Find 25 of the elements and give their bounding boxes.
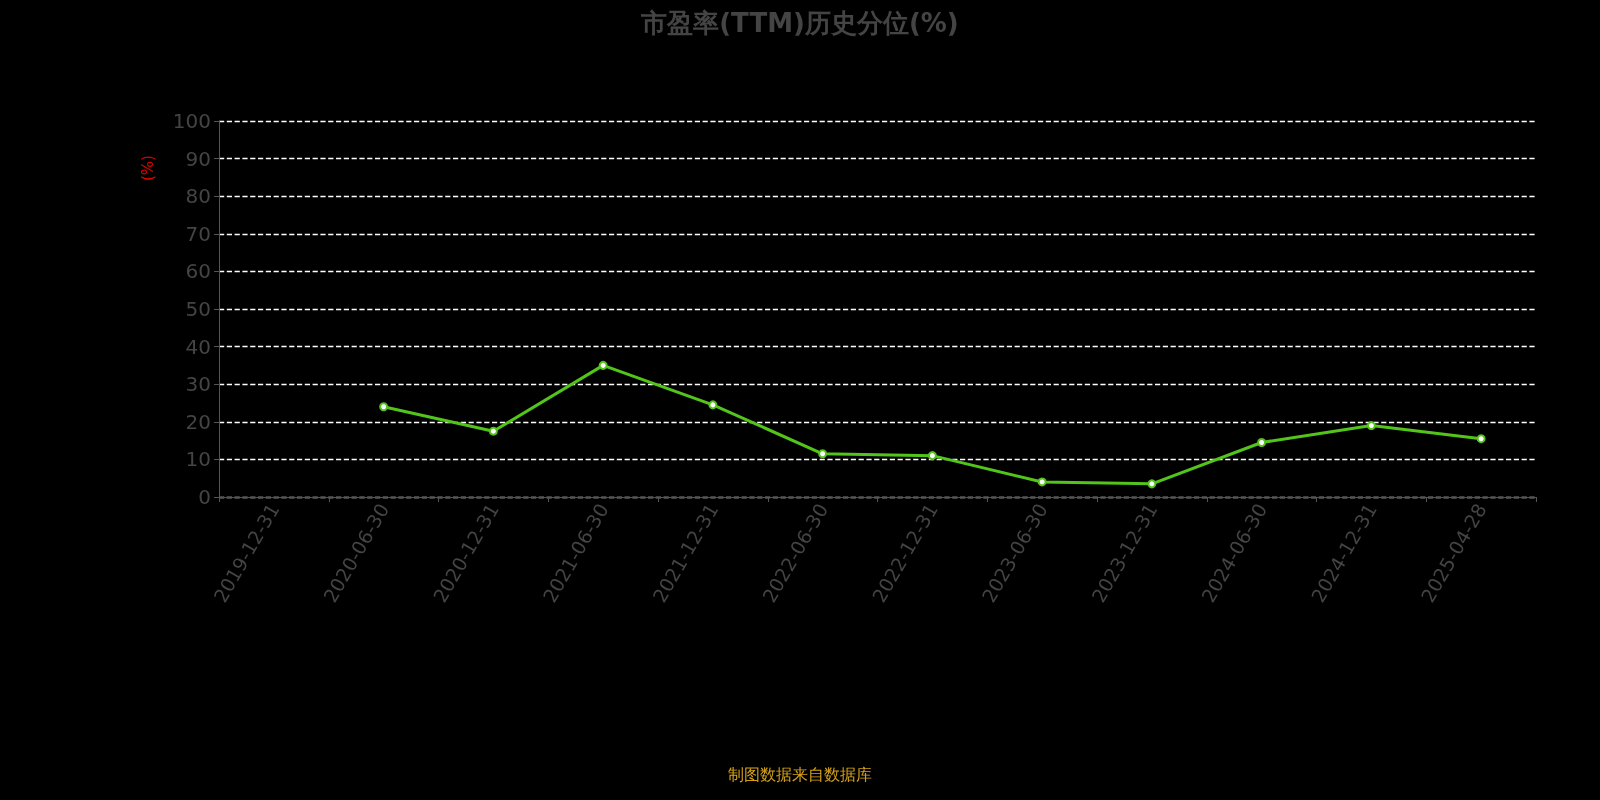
point [1476,434,1486,444]
point [1257,437,1267,447]
text: 制图数据来自数据库 [728,764,872,784]
y-tick-label: 10 [185,447,211,472]
y-axis-title: (%) [139,155,157,181]
chart-title: 市盈率(TTM)历史分位(%) [640,8,959,38]
point [1037,477,1047,487]
y-tick-label: 70 [185,221,211,246]
y-tick-label: 80 [185,184,211,209]
point [818,449,828,459]
point [379,402,389,412]
y-tick-label: 50 [185,297,211,321]
point [927,451,937,461]
point [1147,479,1157,489]
y-tick-label: 100 [172,109,211,133]
y-tick-label: 20 [185,409,211,434]
y-tick-label: 30 [185,372,211,397]
y-tick-label: 60 [185,259,211,284]
point [1366,421,1376,431]
point [708,400,718,410]
point [488,426,498,436]
y-tick-label: 0 [198,485,211,509]
y-tick-label: 40 [185,334,211,359]
point [598,360,608,370]
y-tick-label: 90 [185,146,211,171]
